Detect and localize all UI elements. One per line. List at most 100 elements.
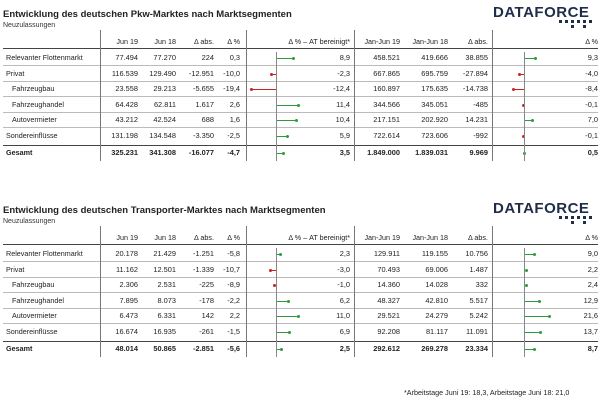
col-header-hy19: Jan-Jun 19 <box>364 37 400 46</box>
cell-dpct: 0,3 <box>229 53 240 62</box>
col-header-hyabs: Δ abs. <box>468 233 488 242</box>
cell-hy19: 92.208 <box>377 327 400 336</box>
change-marker <box>530 119 534 123</box>
cell-hy18: 14.028 <box>425 280 448 290</box>
cell-hy19: 129.911 <box>373 249 400 258</box>
cell-at-adjusted: -1,0 <box>337 280 350 290</box>
frame-at-left <box>246 30 247 162</box>
cell-hy19: 458.521 <box>373 53 400 62</box>
cell-hypct: 7,0 <box>587 115 598 125</box>
change-marker <box>272 284 276 288</box>
cell-jun19: 7.895 <box>119 295 139 305</box>
change-bar <box>276 136 288 137</box>
cell-jun18: 16.935 <box>153 327 176 336</box>
row-divider <box>3 261 598 262</box>
row-divider <box>3 127 598 129</box>
row-label: Autovermieter <box>12 311 57 321</box>
row-divider <box>3 80 598 82</box>
cell-hypct: 2,2 <box>587 264 598 274</box>
frame-at-left <box>246 226 247 358</box>
cell-hypct: 2,4 <box>587 280 598 290</box>
col-header-jun19: Jun 19 <box>116 37 138 46</box>
cell-dpct: -8,9 <box>227 280 240 290</box>
cell-hyabs: 1.487 <box>469 264 489 274</box>
change-bar <box>276 316 298 318</box>
cell-hyabs: -14.738 <box>462 84 488 94</box>
change-marker <box>269 72 273 76</box>
cell-hyabs: 332 <box>475 280 488 290</box>
cell-hypct: -8,4 <box>585 84 598 94</box>
cell-at-adjusted: 2,5 <box>339 343 350 353</box>
col-header-hy18: Jan-Jun 18 <box>412 233 448 242</box>
row-label: Fahrzeugbau <box>12 280 55 290</box>
cell-hy18: 202.920 <box>421 115 448 125</box>
cell-hy19: 48.327 <box>377 295 400 305</box>
cell-hyabs: 5.242 <box>469 311 489 321</box>
cell-dabs: -178 <box>199 295 214 305</box>
cell-hypct: 13,7 <box>583 327 598 336</box>
pkw-market-table: Entwicklung des deutschen Pkw-Marktes na… <box>0 0 601 190</box>
cell-jun19: 23.558 <box>115 84 138 94</box>
transporter-market-table: Entwicklung des deutschen Transporter-Ma… <box>0 196 601 400</box>
cell-hy19: 70.493 <box>377 264 400 274</box>
cell-hypct: -4,0 <box>585 68 598 78</box>
row-label: Sondereinflüsse <box>6 131 58 140</box>
logo-text: DATAFORCE <box>493 4 590 21</box>
cell-jun18: 2.531 <box>157 280 177 290</box>
change-bar <box>251 89 276 91</box>
change-bar <box>276 332 290 333</box>
change-marker <box>517 72 521 76</box>
row-divider <box>3 96 598 98</box>
cell-dabs: 688 <box>201 115 214 125</box>
cell-hy18: 1.839.031 <box>415 147 448 157</box>
change-marker <box>268 268 272 272</box>
change-bar <box>276 152 283 154</box>
logo-text: DATAFORCE <box>493 200 590 217</box>
cell-dabs: -261 <box>199 327 214 336</box>
change-bar <box>524 58 536 59</box>
change-marker <box>286 299 290 303</box>
row-label: Privat <box>6 68 25 78</box>
table-title: Entwicklung des deutschen Transporter-Ma… <box>3 205 326 216</box>
cell-hyabs: 23.334 <box>465 343 488 353</box>
cell-hy18: 723.606 <box>421 131 448 140</box>
cell-hyabs: 9.969 <box>469 147 489 157</box>
footnote: *Arbeitstage Juni 19: 18,3, Arbeitstage … <box>404 388 570 397</box>
change-marker <box>296 315 300 319</box>
cell-jun19: 48.014 <box>115 343 138 353</box>
change-bar <box>270 269 276 271</box>
cell-dpct: -2,5 <box>227 131 240 140</box>
change-marker <box>533 253 537 256</box>
cell-jun18: 62.811 <box>153 99 176 109</box>
change-marker <box>279 347 283 351</box>
cell-hy18: 345.051 <box>421 99 448 109</box>
cell-jun19: 43.212 <box>115 115 138 125</box>
col-header-jun18: Jun 18 <box>154 233 176 242</box>
frame-hy-left <box>492 226 493 358</box>
change-marker <box>288 331 292 334</box>
change-marker <box>533 57 537 60</box>
cell-at-adjusted: -2,3 <box>337 68 350 78</box>
cell-hypct: 9,0 <box>587 249 598 258</box>
change-bar <box>524 316 550 318</box>
col-header-hy18: Jan-Jun 18 <box>412 37 448 46</box>
cell-hyabs: 5.517 <box>469 295 489 305</box>
cell-dpct: -4,7 <box>227 147 240 157</box>
cell-dpct: -10,7 <box>223 264 240 274</box>
cell-hy18: 695.759 <box>421 68 448 78</box>
cell-hy18: 119.155 <box>421 249 448 258</box>
col-header-dabs: Δ abs. <box>194 233 214 242</box>
cell-jun18: 42.524 <box>153 115 176 125</box>
change-bar <box>513 89 524 91</box>
dataforce-logo: DATAFORCE <box>493 4 593 28</box>
cell-jun18: 8.073 <box>157 295 177 305</box>
frame-left <box>100 30 101 162</box>
cell-jun19: 6.473 <box>119 311 139 321</box>
cell-hy19: 217.151 <box>373 115 400 125</box>
table-subtitle: Neuzulassungen <box>3 22 56 29</box>
total-rule <box>3 340 598 342</box>
cell-dabs: 224 <box>201 53 214 62</box>
logo-dots-icon <box>559 216 593 224</box>
cell-dabs: -3.350 <box>193 131 214 140</box>
cell-jun18: 29.213 <box>153 84 176 94</box>
